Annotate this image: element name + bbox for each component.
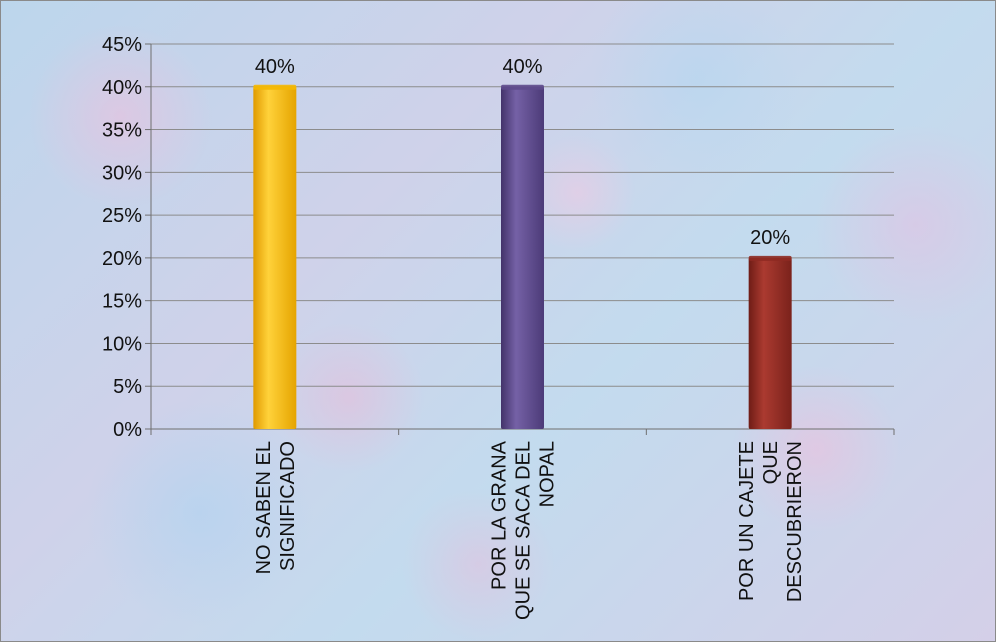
- x-category-label: POR UN CAJETE QUE DESCUBRIERON: [736, 441, 806, 602]
- y-tick-label: 35%: [102, 120, 142, 142]
- y-tick-label: 0%: [113, 419, 142, 441]
- x-category-label-line: QUE: [760, 441, 782, 484]
- x-category-label-line: POR UN CAJETE: [736, 441, 758, 601]
- data-label: 40%: [502, 56, 542, 78]
- x-category-label-line: QUE SE SACA DEL: [513, 441, 535, 620]
- y-tick-label: 40%: [102, 77, 142, 99]
- y-tick-label: 20%: [102, 248, 142, 270]
- y-tick-label: 25%: [102, 205, 142, 227]
- bar-cap: [501, 84, 544, 90]
- x-category-label: NO SABEN EL SIGNIFICADO: [253, 441, 299, 574]
- bar: [253, 86, 297, 430]
- y-tick-label: 15%: [102, 291, 142, 313]
- data-label: 20%: [750, 227, 790, 249]
- bar-cap: [253, 84, 297, 90]
- x-category-label-line: NOPAL: [537, 441, 559, 507]
- y-tick-label: 45%: [102, 34, 142, 56]
- x-category-label-line: POR LA GRANA: [489, 440, 511, 590]
- bar: [501, 86, 544, 430]
- bar: [748, 257, 792, 429]
- bar-cap: [748, 255, 792, 261]
- x-category-label: POR LA GRANA QUE SE SACA DEL NOPAL: [489, 440, 559, 620]
- x-category-label-line: DESCUBRIERON: [784, 441, 806, 602]
- y-tick-label: 10%: [102, 333, 142, 355]
- x-category-label-line: NO SABEN EL: [253, 441, 275, 574]
- x-category-label-line: SIGNIFICADO: [277, 441, 299, 571]
- y-tick-label: 30%: [102, 162, 142, 184]
- data-label: 40%: [255, 56, 295, 78]
- y-tick-label: 5%: [113, 376, 142, 398]
